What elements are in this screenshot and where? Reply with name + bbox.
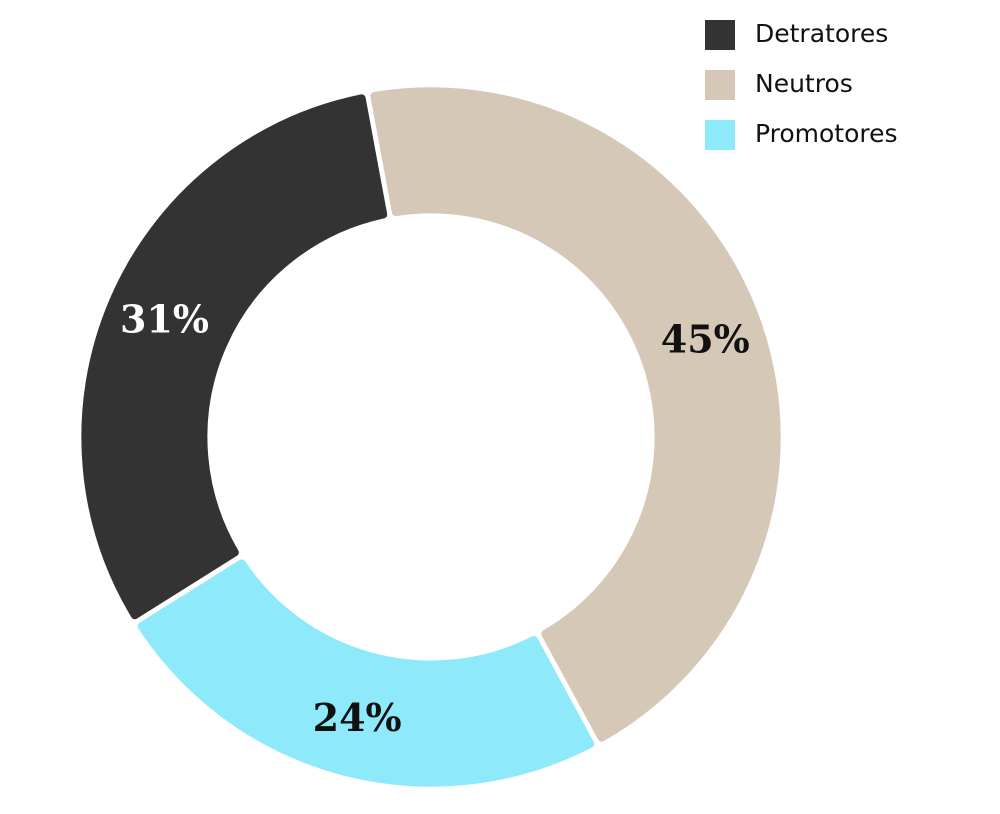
donut-slice [370,87,781,742]
legend-swatch [705,20,735,50]
donut-slice [137,559,595,787]
value-label: 45% [661,316,750,361]
legend-swatch [705,70,735,100]
legend-swatch [705,120,735,150]
legend-label: Promotores [755,119,898,148]
legend-label: Detratores [755,19,888,48]
value-label: 24% [313,695,402,740]
value-label: 31% [120,297,209,342]
legend-label: Neutros [755,69,853,98]
donut-slice [81,94,388,620]
